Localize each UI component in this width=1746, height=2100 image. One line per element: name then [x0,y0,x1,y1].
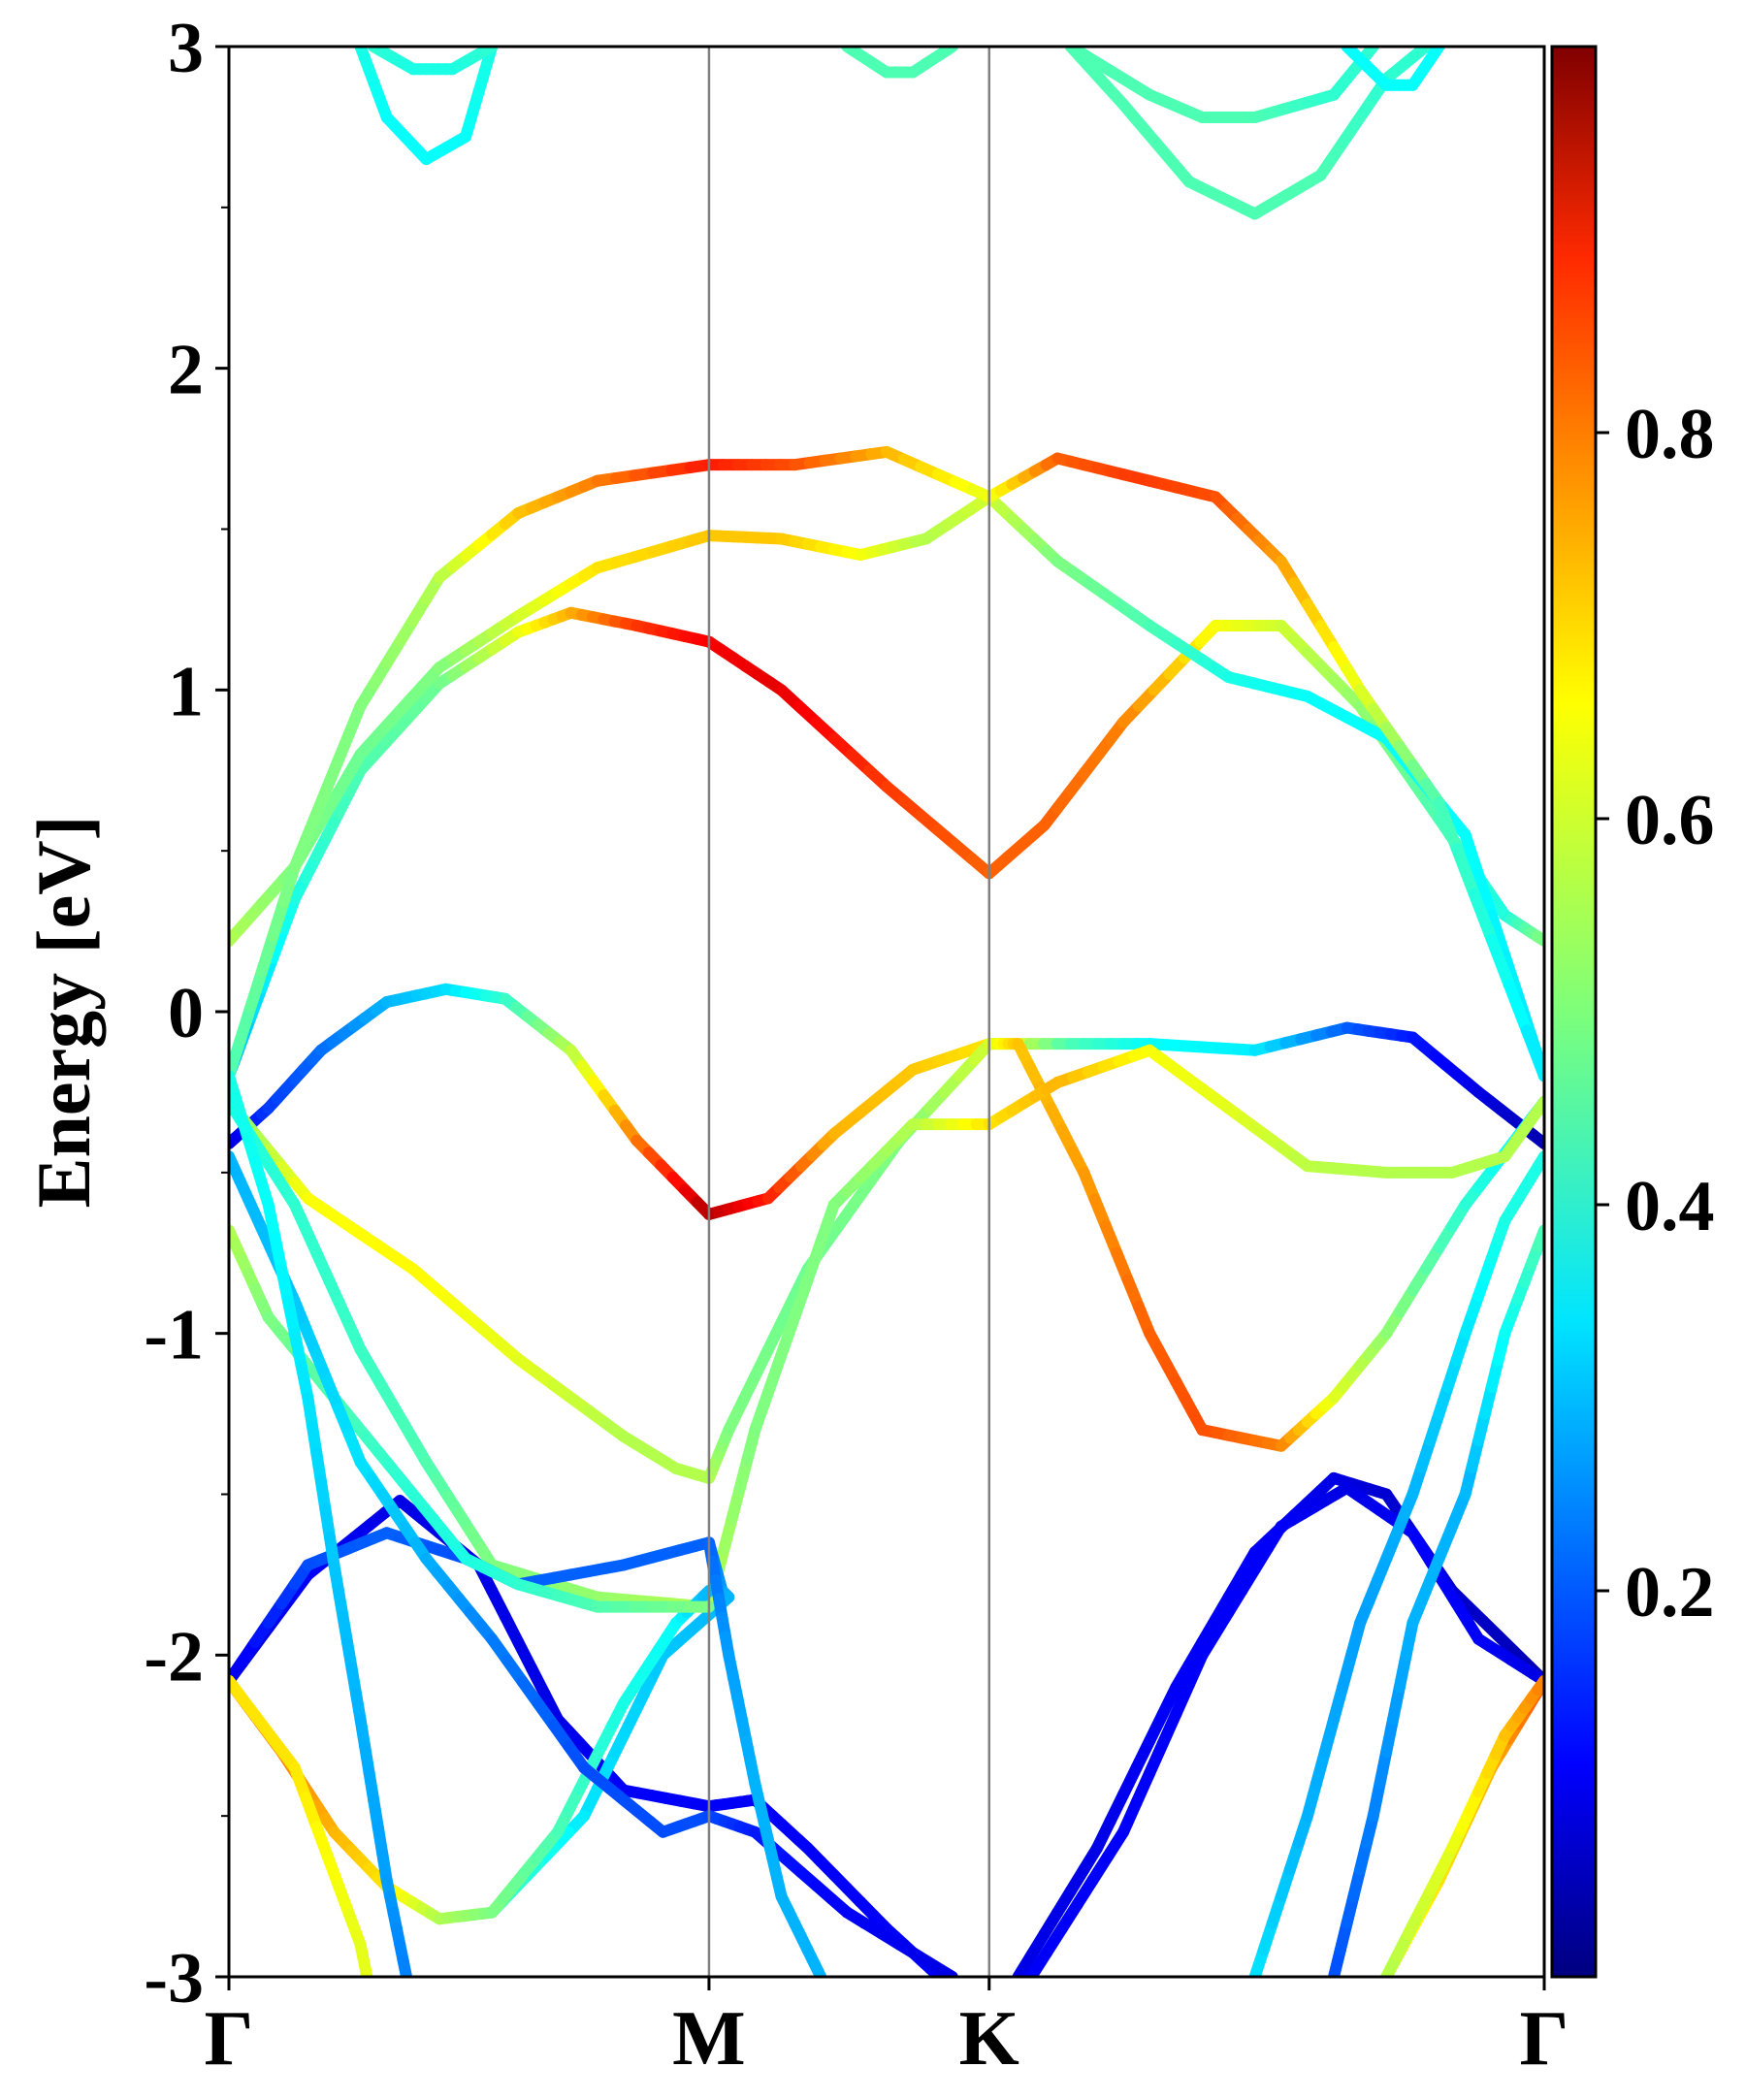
band-6-segment [1503,979,1533,1037]
band-3-segment [761,1348,788,1399]
band-21 [354,47,499,166]
band-18 [1328,1224,1544,1977]
y-tick-label: 1 [168,652,204,731]
x-tick-label: Γ [205,1996,254,2082]
y-axis-title: Energy [eV] [21,815,106,1208]
band-6-segment [1485,933,1515,991]
band-6-segment [229,1035,246,1082]
band-3-segment [801,1236,827,1286]
band-9 [229,1585,715,1925]
band-6 [229,445,1544,1082]
y-tick-label: -1 [144,1296,204,1375]
band-6-segment [255,930,279,978]
band-12 [229,1070,413,1977]
band-1-segment [1527,1129,1544,1149]
y-tick-label: 3 [168,9,204,88]
band-6-segment [1433,796,1463,855]
band-14 [702,1536,827,1977]
band-10 [229,1224,715,1613]
band-5-segment [1472,869,1498,921]
band-22 [368,47,499,76]
band-23 [841,47,958,79]
band-13 [229,1674,373,1977]
band-3-segment [815,1199,840,1248]
band-24 [1064,47,1432,220]
band-6-segment [1520,1024,1544,1082]
band-8 [229,1527,735,1919]
band-3-segment [749,1386,774,1437]
colorbar-tick-label: 0.6 [1625,781,1715,860]
band-5-segment [1485,909,1511,961]
band-11-segment [928,1959,958,1977]
high-symmetry-lines [707,47,991,1977]
colorbar-axis: 0.2 0.4 0.6 0.8 [1596,395,1715,1632]
colorbar [1550,45,1598,1979]
x-tick-label: Γ [1520,1996,1569,2082]
band-5-segment [1459,828,1485,882]
colorbar-tick-label: 0.8 [1625,395,1715,474]
y-axis: 3 2 1 0 -1 -2 -3 [144,9,229,2019]
y-tick-label: -3 [144,1939,204,2019]
band-26 [1341,47,1445,91]
band-6-segment [234,1000,257,1048]
x-tick-label: M [672,1996,746,2082]
band-17 [1248,1150,1544,1977]
band-11 [229,1150,958,1977]
band-16 [1025,1481,1544,1977]
x-tick-label: K [959,1996,1019,2082]
band-3-segment [775,1311,801,1361]
colorbar-tick-label: 0.4 [1625,1167,1715,1246]
band-12-segment [397,1955,413,1977]
band-3-segment [789,1274,814,1324]
band-6-segment [244,965,268,1013]
bands-layer [229,47,1544,1977]
band-6-segment [277,860,301,908]
colorbar-tick-label: 0.2 [1625,1553,1715,1632]
band-20 [1380,1674,1544,1977]
band-14-segment [808,1957,827,1977]
band-25 [1064,47,1379,123]
band-2 [229,1038,1544,1484]
band-1 [229,983,1544,1220]
y-tick-label: -2 [144,1617,204,1696]
y-tick-label: 0 [168,974,204,1053]
band-6-segment [1468,888,1498,946]
y-tick-label: 2 [168,331,204,410]
band-6-segment [1450,842,1480,900]
band-6-segment [267,895,290,943]
